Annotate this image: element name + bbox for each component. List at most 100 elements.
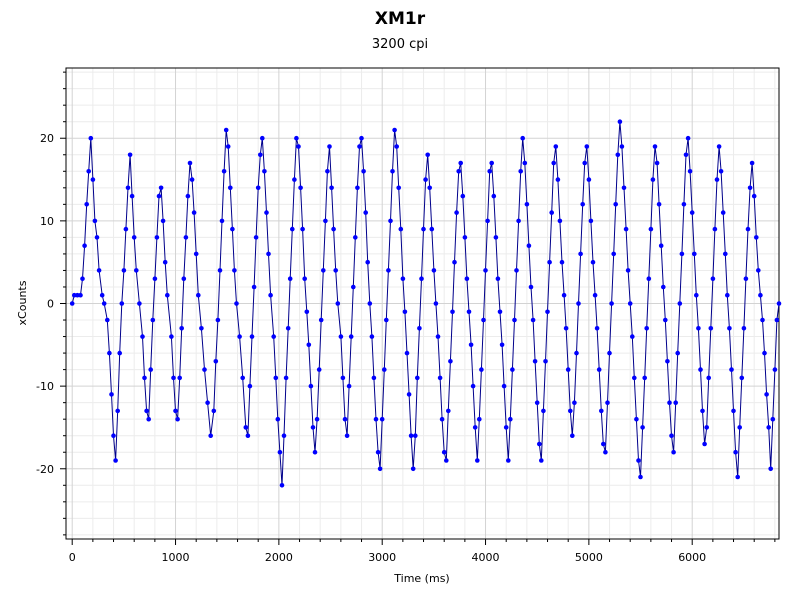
data-point (539, 458, 544, 463)
data-point (673, 400, 678, 406)
data-point (325, 169, 330, 174)
data-point (196, 292, 201, 298)
data-point (109, 392, 114, 397)
x-tick-label: 0 (69, 551, 76, 564)
data-point (260, 135, 265, 141)
data-point (512, 317, 517, 323)
data-point (565, 367, 571, 372)
data-point (584, 144, 590, 149)
data-point (302, 276, 308, 282)
data-point (454, 210, 459, 215)
data-point (398, 226, 404, 232)
data-point (123, 226, 129, 232)
data-point (146, 416, 151, 422)
data-point (530, 317, 536, 323)
data-point (413, 433, 418, 439)
data-point (425, 152, 431, 158)
data-point (723, 251, 728, 257)
data-point (144, 408, 149, 414)
data-point (555, 177, 561, 182)
data-point (648, 226, 654, 232)
data-point (162, 259, 168, 265)
data-point (661, 284, 666, 290)
data-point (371, 375, 377, 381)
data-point (582, 160, 587, 166)
data-point (706, 375, 711, 381)
data-point (314, 416, 320, 422)
x-axis-title: Time (ms) (393, 572, 449, 585)
x-tick-label: 2000 (265, 551, 293, 564)
data-point (611, 251, 616, 257)
data-point (559, 259, 565, 265)
data-point (491, 193, 497, 199)
data-point (221, 169, 227, 174)
data-point (499, 342, 505, 348)
data-point (464, 276, 470, 282)
data-point (423, 177, 428, 182)
data-point (708, 326, 714, 331)
data-point (223, 127, 229, 133)
data-point (547, 259, 552, 265)
data-point (148, 367, 153, 372)
data-point (134, 268, 139, 273)
data-point (152, 276, 158, 282)
data-point (475, 458, 480, 463)
data-point (534, 400, 540, 406)
data-point (429, 226, 435, 232)
data-point (656, 202, 662, 207)
data-point (348, 334, 354, 339)
data-point (101, 301, 107, 306)
data-point (640, 425, 645, 430)
data-point (485, 218, 490, 224)
data-point (281, 433, 287, 439)
data-point (215, 317, 221, 323)
y-axis: -20 -10 0 10 20 (36, 71, 66, 536)
data-point (253, 235, 259, 240)
data-point (774, 317, 780, 323)
data-point (508, 416, 513, 422)
data-point (460, 193, 466, 199)
data-point (355, 185, 360, 191)
y-tick-label: -20 (36, 463, 54, 476)
data-point (667, 400, 672, 406)
data-point (683, 152, 689, 158)
data-point (277, 449, 283, 455)
data-point (642, 375, 647, 381)
data-point (760, 317, 765, 323)
data-point (150, 317, 156, 323)
data-point (714, 177, 720, 182)
data-point (300, 226, 305, 232)
data-point (772, 367, 778, 372)
data-point (487, 169, 493, 174)
data-point (213, 359, 219, 364)
data-point (90, 177, 96, 182)
y-tick-label: 20 (40, 132, 54, 145)
data-point (199, 326, 204, 331)
data-point (275, 416, 281, 422)
data-point (444, 458, 449, 463)
data-point (296, 144, 301, 149)
data-point (477, 416, 482, 422)
data-point (304, 309, 310, 315)
data-point (596, 367, 602, 372)
data-point (588, 218, 594, 224)
data-point (173, 408, 178, 414)
data-point (131, 235, 137, 240)
data-point (632, 375, 637, 381)
data-point (344, 433, 350, 439)
data-point (605, 400, 610, 406)
data-point (762, 350, 767, 356)
data-point (187, 160, 193, 166)
data-point (749, 160, 755, 166)
data-point (111, 433, 116, 439)
data-point (700, 408, 705, 414)
data-point (353, 235, 358, 240)
data-point (570, 433, 575, 439)
data-point (388, 218, 393, 224)
data-point (84, 202, 89, 207)
data-point (117, 350, 122, 356)
data-point (129, 193, 135, 199)
y-tick-label: -10 (36, 380, 54, 393)
data-point (179, 326, 184, 331)
data-point (382, 367, 387, 372)
